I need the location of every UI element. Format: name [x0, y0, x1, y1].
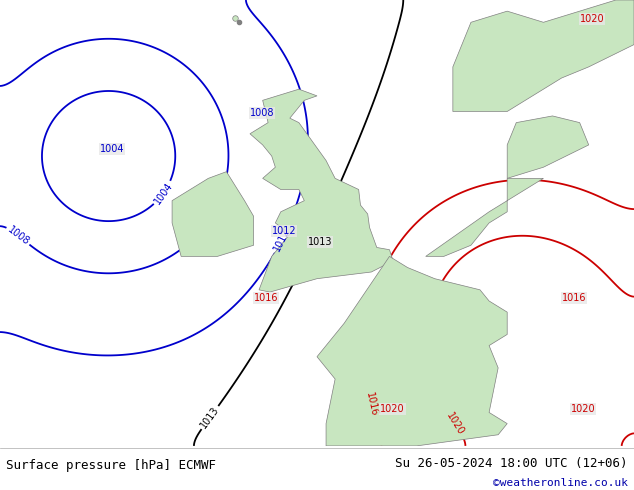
- Text: 1020: 1020: [380, 404, 405, 415]
- Text: 1013: 1013: [198, 405, 221, 430]
- Polygon shape: [172, 172, 254, 256]
- Text: 1020: 1020: [579, 14, 604, 24]
- Text: 1016: 1016: [364, 391, 379, 417]
- Text: 1004: 1004: [152, 180, 174, 206]
- Polygon shape: [250, 89, 393, 292]
- Text: ©weatheronline.co.uk: ©weatheronline.co.uk: [493, 478, 628, 489]
- Text: 1020: 1020: [444, 411, 465, 437]
- Text: Su 26-05-2024 18:00 UTC (12+06): Su 26-05-2024 18:00 UTC (12+06): [395, 457, 628, 470]
- Polygon shape: [507, 116, 589, 178]
- Text: 1008: 1008: [6, 224, 31, 247]
- Text: Surface pressure [hPa] ECMWF: Surface pressure [hPa] ECMWF: [6, 459, 216, 472]
- Polygon shape: [317, 256, 507, 446]
- Text: 1012: 1012: [271, 227, 292, 253]
- Text: 1012: 1012: [272, 226, 296, 236]
- Text: 1020: 1020: [571, 404, 595, 415]
- Text: 1016: 1016: [562, 293, 586, 303]
- Text: 1016: 1016: [254, 293, 278, 303]
- Text: 1008: 1008: [250, 108, 275, 118]
- Polygon shape: [453, 0, 634, 111]
- Text: 1004: 1004: [100, 144, 124, 153]
- Text: 1013: 1013: [308, 237, 332, 247]
- Polygon shape: [425, 178, 543, 256]
